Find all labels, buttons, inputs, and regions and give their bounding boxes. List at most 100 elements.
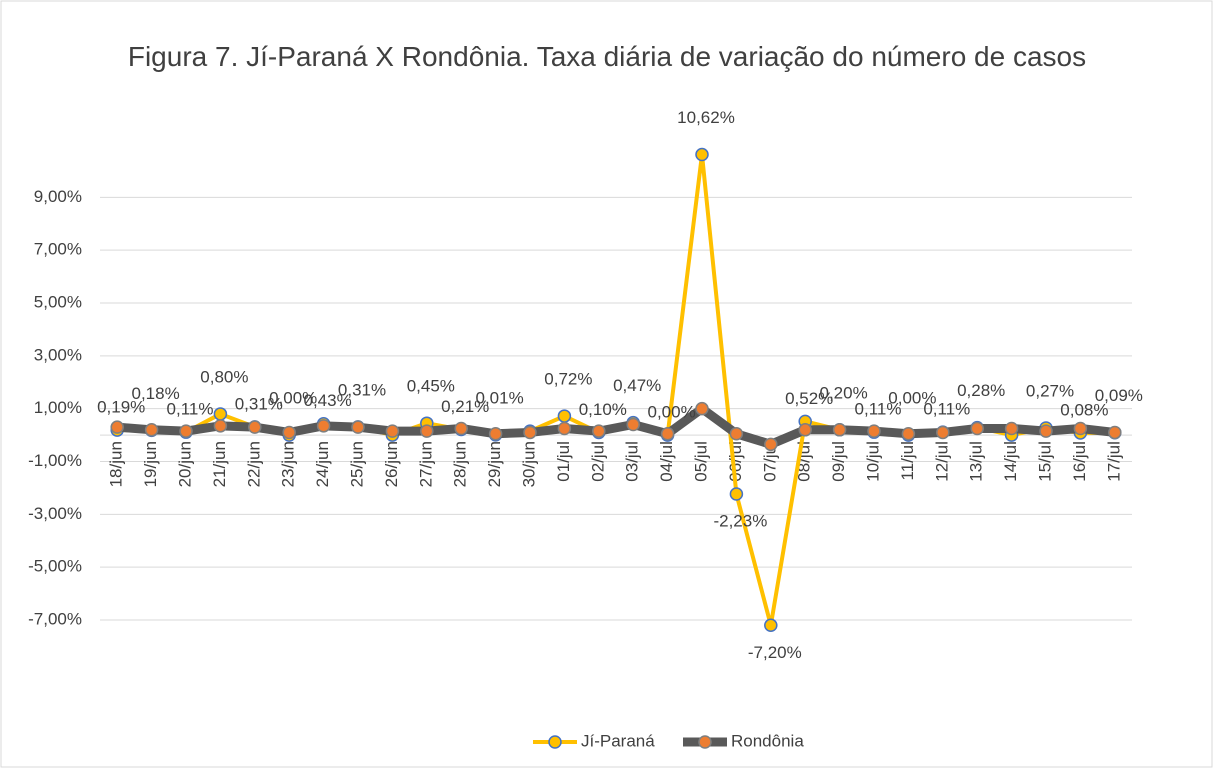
data-label: 0,47%	[613, 376, 661, 395]
x-tick-label: 07/jul	[760, 441, 779, 482]
data-label: 0,20%	[819, 383, 867, 402]
data-label: 0,00%	[647, 403, 695, 422]
point	[557, 421, 572, 436]
y-tick-label: -5,00%	[28, 557, 82, 576]
x-tick-label: 02/jul	[588, 441, 607, 482]
data-label: 0,27%	[1026, 381, 1074, 400]
x-tick-label: 03/jul	[623, 441, 642, 482]
data-label: 0,00%	[269, 389, 317, 408]
y-tick-label: -7,00%	[28, 609, 82, 628]
data-label: 0,08%	[1060, 400, 1108, 419]
data-label: 0,09%	[1095, 386, 1143, 405]
point	[626, 417, 640, 432]
point	[729, 427, 744, 441]
x-tick-label: 01/jul	[554, 441, 573, 482]
chart-title: Figura 7. Jí-Paraná X Rondônia. Taxa diá…	[127, 41, 1087, 72]
point	[832, 423, 847, 437]
x-tick-label: 11/jul	[898, 441, 917, 480]
point	[110, 420, 124, 434]
x-tick-label: 21/jun	[210, 441, 229, 487]
x-tick-label: 28/jun	[451, 441, 470, 487]
point	[248, 420, 262, 434]
data-label: 0,31%	[235, 394, 283, 413]
x-tick-label: 16/jul	[1070, 441, 1089, 482]
data-label: 0,00%	[888, 389, 936, 408]
point	[901, 427, 916, 441]
point	[179, 424, 193, 438]
data-label: 0,72%	[544, 370, 592, 389]
x-tick-label: 30/jun	[519, 441, 538, 487]
point	[316, 419, 331, 433]
data-label: 0,80%	[200, 367, 248, 386]
point	[488, 427, 503, 441]
legend-marker	[698, 735, 712, 749]
data-label: 0,01%	[475, 388, 523, 407]
point	[729, 487, 744, 501]
point	[695, 147, 709, 162]
data-label: 0,52%	[785, 389, 833, 408]
x-tick-label: 14/jul	[1001, 441, 1020, 482]
point	[144, 423, 159, 437]
legend-label: Jí-Paraná	[581, 731, 655, 750]
y-tick-label: -1,00%	[28, 451, 82, 470]
point	[592, 424, 606, 438]
data-label: 0,43%	[303, 391, 351, 410]
data-label: -7,20%	[748, 643, 802, 662]
point	[420, 424, 434, 438]
x-tick-label: 17/jul	[1104, 441, 1123, 482]
x-tick-label: 19/jun	[141, 441, 160, 487]
x-tick-label: 23/jun	[279, 441, 298, 487]
data-label: 0,11%	[923, 400, 970, 419]
data-label: 0,18%	[131, 384, 179, 403]
data-label: 0,19%	[97, 398, 145, 417]
point	[764, 618, 778, 633]
point	[385, 424, 400, 438]
point	[1004, 421, 1019, 436]
y-tick-label: 7,00%	[34, 240, 82, 259]
point	[557, 409, 572, 423]
point	[351, 420, 365, 434]
y-tick-label: -3,00%	[28, 504, 82, 523]
point	[213, 407, 228, 421]
x-tick-label: 18/jun	[107, 441, 126, 487]
data-label: 0,45%	[407, 377, 455, 396]
data-label: 0,10%	[579, 400, 627, 419]
x-tick-label: 29/jun	[485, 441, 504, 487]
x-tick-label: 27/jun	[416, 441, 435, 487]
data-label: 0,11%	[167, 400, 214, 419]
x-tick-label: 15/jul	[1035, 441, 1054, 482]
data-label: -2,23%	[713, 511, 767, 530]
data-label: 10,62%	[677, 108, 735, 127]
point	[454, 421, 468, 436]
x-tick-label: 09/jul	[829, 441, 848, 482]
point	[936, 425, 950, 440]
point	[970, 421, 984, 436]
point	[1073, 421, 1088, 436]
point	[798, 423, 812, 437]
x-tick-label: 13/jul	[967, 441, 986, 482]
y-tick-label: 5,00%	[34, 292, 82, 311]
x-tick-label: 24/jun	[313, 441, 332, 487]
legend-marker	[548, 735, 562, 749]
y-tick-label: 1,00%	[34, 398, 82, 417]
x-tick-label: 25/jun	[347, 441, 366, 487]
point	[660, 427, 675, 441]
x-tick-label: 20/jun	[175, 441, 194, 487]
data-label: 0,28%	[957, 381, 1005, 400]
point	[1108, 425, 1122, 440]
x-tick-label: 22/jun	[244, 441, 263, 487]
point	[1039, 424, 1053, 438]
point	[695, 401, 709, 416]
y-tick-label: 3,00%	[34, 345, 82, 364]
x-tick-label: 04/jul	[657, 441, 676, 482]
data-label: 0,31%	[338, 380, 386, 399]
point	[213, 419, 228, 433]
x-tick-label: 10/jul	[863, 441, 882, 482]
point	[867, 424, 881, 438]
legend-label: Rondônia	[731, 731, 804, 750]
point	[282, 425, 296, 440]
data-label: 0,11%	[855, 400, 902, 419]
